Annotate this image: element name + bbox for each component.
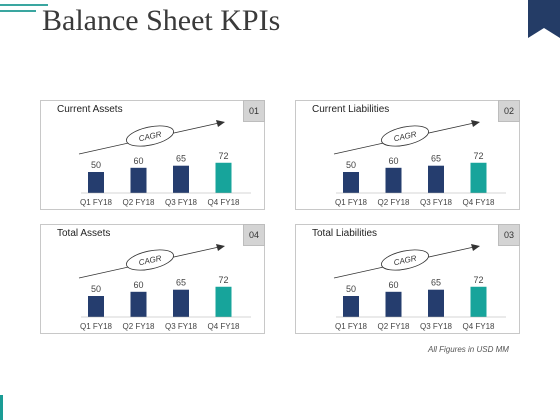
bar-q1-fy18 — [343, 296, 359, 317]
top-accent-line-lower — [0, 10, 36, 12]
cagr-ellipse — [126, 249, 174, 271]
kpi-panel-current-liabilities: Current Liabilities 02 CAGR 50 Q1 FY18 60 Q2… — [295, 100, 520, 210]
panel-title: Total Liabilities — [312, 228, 378, 239]
bottom-left-accent — [0, 395, 3, 420]
tick-label: Q2 FY18 — [377, 198, 410, 207]
tick-label: Q4 FY18 — [207, 198, 240, 207]
trend-arrow-head — [216, 244, 225, 251]
trend-arrow-head — [216, 120, 225, 127]
panel-badge: 04 — [243, 224, 265, 246]
tick-label: Q1 FY18 — [335, 198, 368, 207]
tick-label: Q2 FY18 — [377, 322, 410, 331]
panel-title: Current Assets — [57, 104, 123, 115]
panel-title: Current Liabilities — [312, 104, 390, 115]
page-title: Balance Sheet KPIs — [42, 4, 281, 37]
bar-q4-fy18 — [215, 162, 232, 193]
tick-label: Q4 FY18 — [462, 322, 495, 331]
cagr-ellipse — [126, 125, 174, 147]
tick-label: Q4 FY18 — [462, 198, 495, 207]
data-label: 50 — [346, 284, 356, 294]
kpi-panel-total-liabilities: Total Liabilities 03 CAGR 50 Q1 FY18 60 Q2 F… — [295, 224, 520, 334]
data-label: 65 — [431, 154, 441, 164]
data-label: 50 — [91, 284, 101, 294]
bar-q3-fy18 — [173, 165, 189, 193]
bar-q4-fy18 — [215, 286, 232, 317]
corner-tab-shape — [528, 0, 560, 38]
bar-q1-fy18 — [88, 296, 104, 317]
trend-arrow-head — [471, 244, 480, 251]
data-label: 60 — [388, 280, 398, 290]
panel-badge: 02 — [498, 100, 520, 122]
kpi-panel-total-assets: Total Assets 04 CAGR 50 Q1 FY18 60 Q2 FY18 65… — [40, 224, 265, 334]
top-accent-line — [0, 4, 48, 6]
kpi-panel-current-assets: Current Assets 01 CAGR 50 Q1 FY18 60 Q2 FY18… — [40, 100, 265, 210]
data-label: 65 — [176, 278, 186, 288]
data-label: 72 — [473, 275, 483, 285]
panel-badge: 03 — [498, 224, 520, 246]
data-label: 60 — [133, 280, 143, 290]
bar-q2-fy18 — [385, 167, 402, 193]
tick-label: Q2 FY18 — [122, 198, 155, 207]
bar-q1-fy18 — [88, 172, 104, 193]
data-label: 50 — [91, 160, 101, 170]
data-label: 60 — [133, 156, 143, 166]
bar-q2-fy18 — [130, 291, 147, 317]
data-label: 72 — [473, 151, 483, 161]
tick-label: Q3 FY18 — [165, 198, 198, 207]
trend-arrow-head — [471, 120, 480, 127]
bar-q3-fy18 — [428, 289, 444, 317]
tick-label: Q1 FY18 — [80, 322, 113, 331]
bar-q1-fy18 — [343, 172, 359, 193]
tick-label: Q1 FY18 — [80, 198, 113, 207]
data-label: 50 — [346, 160, 356, 170]
data-label: 60 — [388, 156, 398, 166]
panel-badge: 01 — [243, 100, 265, 122]
tick-label: Q3 FY18 — [420, 322, 453, 331]
tick-label: Q2 FY18 — [122, 322, 155, 331]
data-label: 72 — [218, 275, 228, 285]
tick-label: Q1 FY18 — [335, 322, 368, 331]
data-label: 72 — [218, 151, 228, 161]
bar-q3-fy18 — [428, 165, 444, 193]
footnote: All Figures in USD MM — [428, 345, 509, 354]
bar-q4-fy18 — [470, 286, 487, 317]
bar-q3-fy18 — [173, 289, 189, 317]
bar-q2-fy18 — [130, 167, 147, 193]
cagr-ellipse — [381, 249, 429, 271]
tick-label: Q4 FY18 — [207, 322, 240, 331]
data-label: 65 — [431, 278, 441, 288]
bar-q4-fy18 — [470, 162, 487, 193]
tick-label: Q3 FY18 — [420, 198, 453, 207]
data-label: 65 — [176, 154, 186, 164]
panel-title: Total Assets — [57, 228, 111, 239]
bar-q2-fy18 — [385, 291, 402, 317]
tick-label: Q3 FY18 — [165, 322, 198, 331]
cagr-ellipse — [381, 125, 429, 147]
